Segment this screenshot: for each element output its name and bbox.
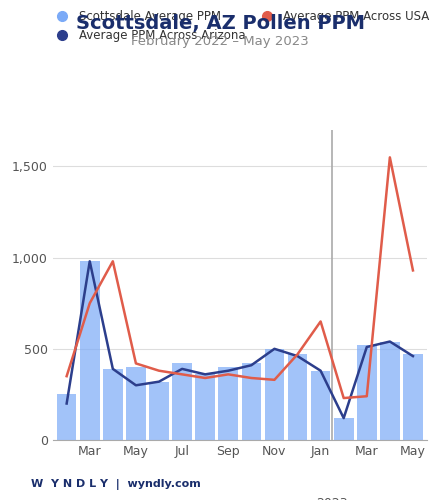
- Bar: [172, 364, 192, 440]
- Bar: [103, 369, 123, 440]
- Bar: [403, 354, 423, 440]
- Text: 2023: 2023: [316, 496, 348, 500]
- Text: Scottsdale, AZ Pollen PPM: Scottsdale, AZ Pollen PPM: [76, 14, 364, 32]
- Bar: [80, 262, 99, 440]
- Bar: [126, 367, 146, 440]
- Legend: Scottsdale Average PPM, Average PPM Across Arizona, Average PPM Across USA: Scottsdale Average PPM, Average PPM Acro…: [46, 6, 434, 47]
- Bar: [242, 364, 261, 440]
- Bar: [195, 374, 215, 440]
- Bar: [357, 345, 377, 440]
- Bar: [218, 367, 238, 440]
- Bar: [311, 370, 330, 440]
- Bar: [264, 349, 284, 440]
- Bar: [380, 342, 400, 440]
- Bar: [288, 354, 307, 440]
- Bar: [334, 418, 353, 440]
- Bar: [57, 394, 77, 440]
- Text: February 2022 – May 2023: February 2022 – May 2023: [131, 34, 309, 48]
- Bar: [149, 382, 169, 440]
- Text: W  Y N D L Y  |  wyndly.com: W Y N D L Y | wyndly.com: [31, 479, 201, 490]
